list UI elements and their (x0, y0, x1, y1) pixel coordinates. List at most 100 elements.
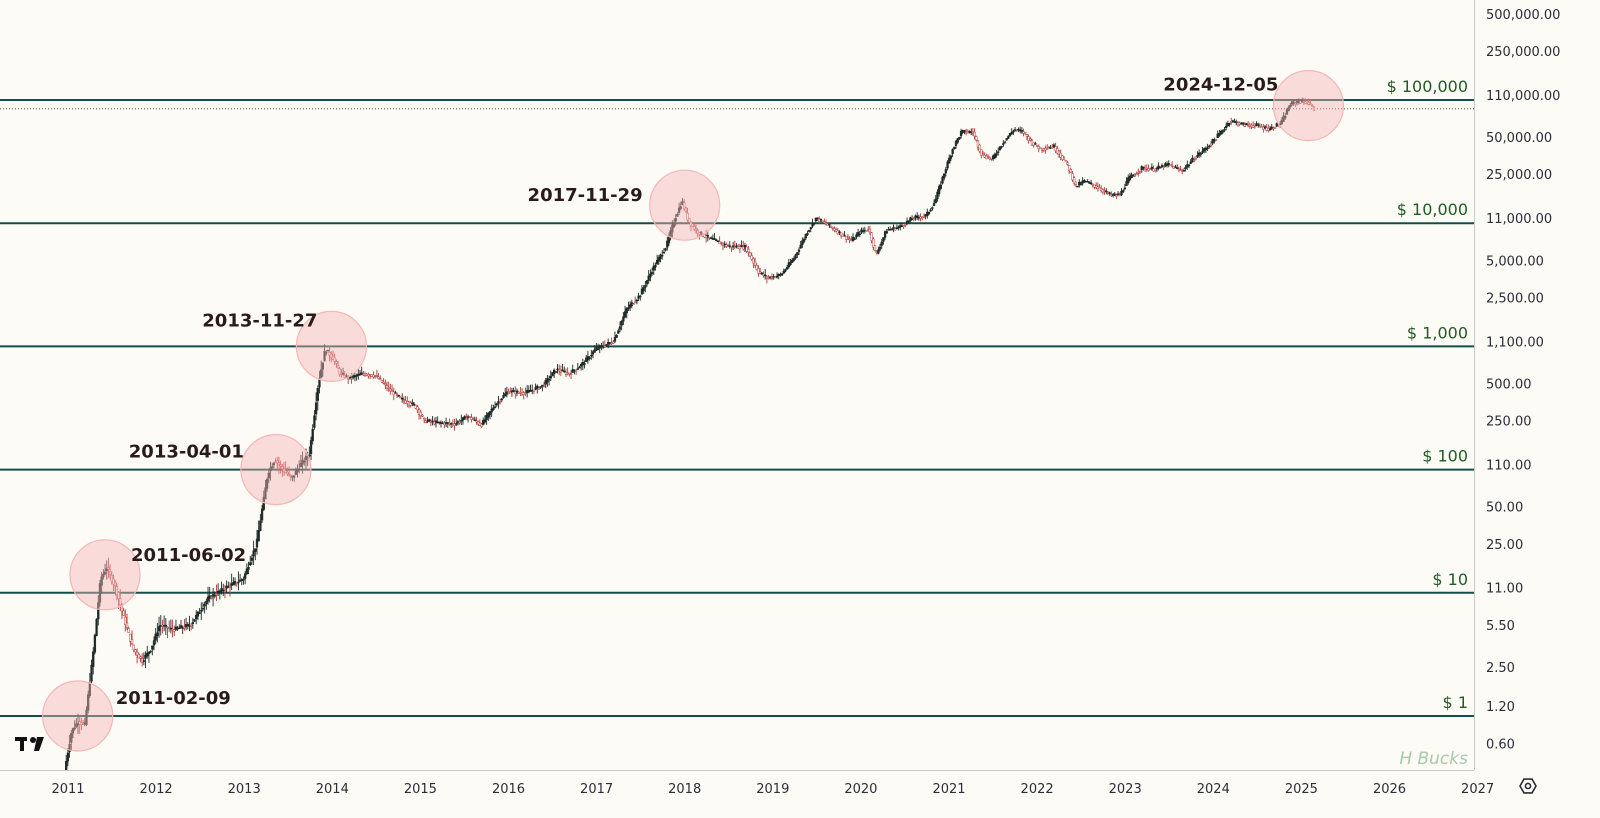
candle-body (130, 639, 134, 644)
gear-icon[interactable] (1519, 778, 1537, 794)
candle-body (1245, 123, 1248, 126)
date-annotation: 2011-06-02 (131, 545, 246, 566)
candle-body (419, 412, 422, 417)
candle-body (907, 220, 910, 223)
candle-body (549, 376, 552, 379)
candle-body (1020, 130, 1024, 132)
candle-body (119, 598, 122, 606)
candle-body (742, 246, 745, 250)
candle-body (272, 463, 276, 466)
candle-body (684, 207, 688, 212)
candle-body (1076, 185, 1079, 188)
candle-body (1285, 109, 1289, 115)
candle-body (644, 285, 647, 288)
level-label: $ 100 (1422, 447, 1468, 466)
candle-body (71, 728, 75, 734)
candle-body (1120, 190, 1123, 196)
candle-body (178, 627, 181, 630)
candle-body (1307, 101, 1311, 105)
candle-body (1263, 126, 1267, 128)
candle-body (402, 399, 406, 401)
x-tick-label: 2015 (404, 782, 437, 797)
candle-body (1243, 124, 1246, 127)
candle-body (677, 207, 681, 213)
candle-body (872, 238, 875, 248)
candle-body (134, 649, 137, 653)
y-tick-label: 0.60 (1486, 737, 1515, 752)
candle-body (588, 357, 591, 359)
candle-body (823, 221, 826, 224)
candle-body (487, 412, 490, 418)
candle-body (715, 239, 718, 242)
x-tick-label: 2016 (492, 782, 525, 797)
x-tick-label: 2021 (932, 782, 965, 797)
candle-body (1017, 128, 1020, 131)
candle-body (129, 633, 132, 642)
candle-body (65, 761, 68, 771)
y-tick-label: 500,000.00 (1486, 8, 1560, 23)
candle-body (460, 420, 463, 422)
candle-body (1115, 194, 1118, 197)
candle-body (892, 226, 895, 230)
candle-body (1282, 115, 1285, 122)
candle-body (375, 375, 379, 377)
candle-body (731, 245, 735, 247)
x-tick-label: 2019 (756, 782, 789, 797)
candle-body (318, 378, 321, 388)
date-annotation: 2017-11-29 (528, 185, 643, 206)
candle-body (208, 595, 211, 599)
candle-body (855, 234, 858, 238)
y-axis[interactable]: 500,000.00 250,000.00 110,000.00 50,000.00 2… (1474, 0, 1561, 770)
candle-body (1066, 162, 1069, 165)
candle-body (802, 238, 806, 242)
candle-body (927, 211, 931, 215)
candle-body (1079, 183, 1083, 186)
candle-body (1275, 123, 1278, 127)
candle-body (796, 252, 799, 256)
candle-body (401, 398, 404, 400)
candle-body (385, 385, 389, 389)
candle-body (147, 651, 151, 655)
candle-body (115, 586, 119, 595)
candle-body (1127, 177, 1130, 183)
candle-body (819, 218, 823, 221)
candle-body (169, 627, 173, 630)
highlight-circle (240, 434, 312, 506)
candle-body (882, 237, 885, 242)
candle-body (465, 418, 468, 420)
candle-body (883, 231, 887, 238)
candle-body (816, 217, 819, 219)
candlesticks (65, 97, 1316, 771)
candle-body (1273, 126, 1277, 129)
candle-body (1010, 131, 1013, 135)
candle-body (93, 634, 97, 653)
candle-body (1167, 163, 1170, 166)
annotations: 2011-02-09 2011-06-02 2013-04-01 2013-11-27… (116, 75, 1279, 709)
candle-body (618, 326, 622, 330)
candle-body (326, 349, 330, 352)
candle-body (639, 295, 642, 298)
candle-body (350, 377, 353, 380)
candle-body (1192, 159, 1196, 162)
candle-body (537, 387, 541, 390)
candle-body (694, 228, 698, 231)
candle-body (323, 351, 326, 362)
x-axis[interactable]: 2011 2012 2013 2014 2015 2016 2017 2018 2019 2020… (0, 770, 1494, 798)
candle-body (103, 571, 107, 575)
candle-body (894, 228, 897, 231)
candle-body (97, 602, 100, 620)
candle-body (458, 421, 461, 424)
candle-body (775, 275, 779, 278)
candle-body (561, 369, 564, 372)
candle-body (995, 153, 998, 156)
level-label: $ 10 (1432, 570, 1468, 589)
candle-body (661, 254, 664, 257)
y-tick-label: 50,000.00 (1486, 131, 1552, 146)
candle-body (686, 212, 689, 221)
candle-body (1294, 102, 1297, 105)
tradingview-logo-icon (15, 737, 44, 751)
candle-body (260, 508, 264, 521)
candle-body (1196, 155, 1199, 158)
y-tick-label: 5.50 (1486, 619, 1515, 634)
